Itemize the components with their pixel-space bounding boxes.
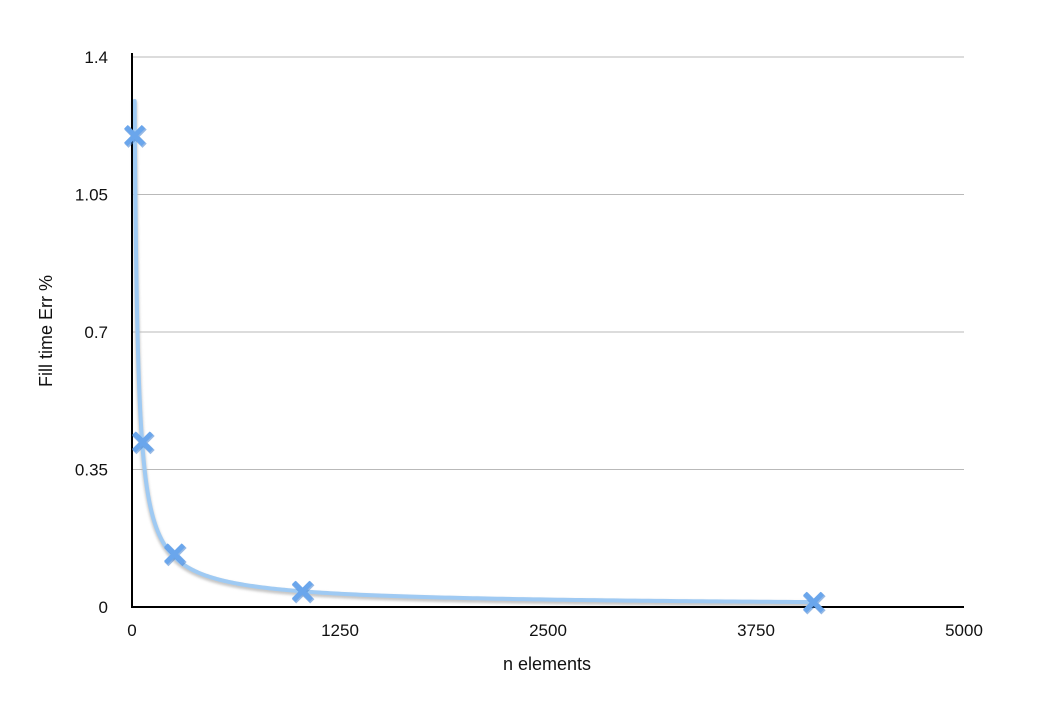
y-tick-label: 1.4 — [84, 48, 108, 67]
y-tick-label: 1.05 — [75, 186, 108, 205]
y-tick-label: 0.7 — [84, 323, 108, 342]
data-point — [803, 591, 826, 615]
trendline — [132, 99, 816, 605]
data-point — [291, 580, 315, 604]
x-axis-title: n elements — [503, 654, 591, 674]
trendline-shadow — [132, 100, 817, 607]
x-tick-label: 3750 — [737, 621, 775, 640]
data-point — [164, 543, 187, 567]
grid-layer — [132, 56, 964, 470]
point-layer — [124, 125, 826, 615]
axis-layer — [131, 53, 964, 608]
x-tick-label: 2500 — [529, 621, 567, 640]
x-tick-label: 5000 — [945, 621, 983, 640]
data-point — [132, 431, 155, 455]
x-tick-label: 1250 — [321, 621, 359, 640]
y-tick-label: 0 — [99, 598, 108, 617]
x-tick-label: 0 — [127, 621, 136, 640]
label-layer: n elements Fill time Err % 0 0.35 0.7 1.05 1… — [36, 48, 983, 674]
data-point — [124, 125, 147, 148]
y-tick-label: 0.35 — [75, 461, 108, 480]
y-axis-title: Fill time Err % — [36, 275, 56, 387]
trend-layer — [132, 99, 817, 607]
